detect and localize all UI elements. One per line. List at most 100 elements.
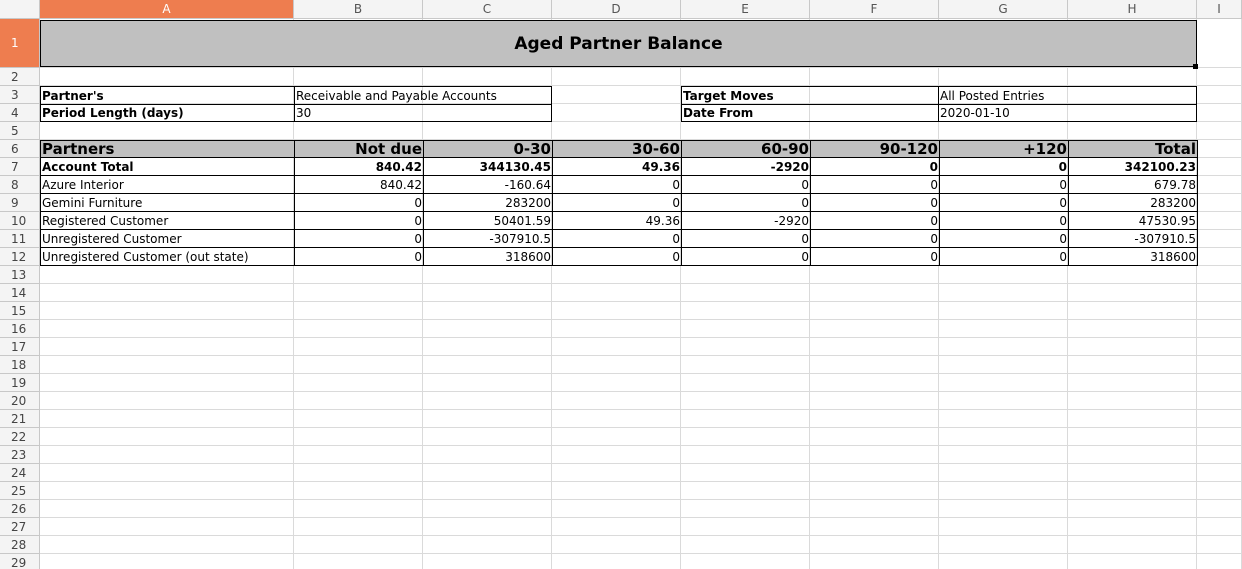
period-label[interactable]: Period Length (days) [40, 104, 295, 122]
column-header-b[interactable]: B [294, 0, 423, 19]
row-header-16[interactable]: 16 [0, 320, 40, 338]
table-row-value[interactable]: 0 [681, 194, 811, 212]
row-header-10[interactable]: 10 [0, 212, 40, 230]
column-header-e[interactable]: E [681, 0, 810, 19]
column-header-f[interactable]: F [810, 0, 939, 19]
row-header-9[interactable]: 9 [0, 194, 40, 212]
row-header-28[interactable]: 28 [0, 536, 40, 554]
column-header-d[interactable]: D [552, 0, 681, 19]
table-row-value[interactable]: 679.78 [1068, 176, 1198, 194]
table-row-value[interactable]: 0 [294, 248, 424, 266]
table-row-value[interactable]: -2920 [681, 212, 811, 230]
row-header-2[interactable]: 2 [0, 68, 40, 86]
table-header-2[interactable]: Not due [294, 140, 424, 158]
table-row-value[interactable]: 318600 [1068, 248, 1198, 266]
table-row-value[interactable]: 47530.95 [1068, 212, 1198, 230]
table-row-value[interactable]: 0 [681, 248, 811, 266]
row-header-15[interactable]: 15 [0, 302, 40, 320]
row-header-18[interactable]: 18 [0, 356, 40, 374]
table-row-value[interactable]: 50401.59 [423, 212, 553, 230]
row-header-23[interactable]: 23 [0, 446, 40, 464]
table-row-value[interactable]: 0 [939, 194, 1069, 212]
table-row-value[interactable]: 0 [552, 194, 682, 212]
table-row-value[interactable]: 0 [294, 194, 424, 212]
row-header-27[interactable]: 27 [0, 518, 40, 536]
row-header-26[interactable]: 26 [0, 500, 40, 518]
partners-label[interactable]: Partner's [40, 86, 295, 105]
row-header-12[interactable]: 12 [0, 248, 40, 266]
table-row-value[interactable]: 0 [939, 212, 1069, 230]
date-from-value[interactable]: 2020-01-10 [938, 104, 1197, 122]
row-header-3[interactable]: 3 [0, 86, 40, 104]
select-all-corner[interactable] [0, 0, 40, 19]
table-row-value[interactable]: 0 [552, 230, 682, 248]
table-row-value[interactable]: 0 [939, 230, 1069, 248]
table-row-value[interactable]: 283200 [1068, 194, 1198, 212]
table-header-3[interactable]: 0-30 [423, 140, 553, 158]
table-row-value[interactable]: -307910.5 [423, 230, 553, 248]
table-row-value[interactable]: 49.36 [552, 158, 682, 176]
table-row-value[interactable]: 0 [681, 176, 811, 194]
column-header-g[interactable]: G [939, 0, 1068, 19]
row-header-14[interactable]: 14 [0, 284, 40, 302]
table-row-value[interactable]: 283200 [423, 194, 553, 212]
table-row-value[interactable]: 0 [810, 230, 940, 248]
row-header-29[interactable]: 29 [0, 554, 40, 569]
table-row-value[interactable]: -307910.5 [1068, 230, 1198, 248]
table-row-partner[interactable]: Unregistered Customer (out state) [40, 248, 295, 266]
table-row-value[interactable]: 840.42 [294, 176, 424, 194]
row-header-22[interactable]: 22 [0, 428, 40, 446]
row-header-21[interactable]: 21 [0, 410, 40, 428]
row-header-7[interactable]: 7 [0, 158, 40, 176]
row-header-24[interactable]: 24 [0, 464, 40, 482]
row-header-17[interactable]: 17 [0, 338, 40, 356]
table-row-value[interactable]: 344130.45 [423, 158, 553, 176]
row-header-20[interactable]: 20 [0, 392, 40, 410]
table-header-4[interactable]: 30-60 [552, 140, 682, 158]
table-row-value[interactable]: -2920 [681, 158, 811, 176]
row-header-25[interactable]: 25 [0, 482, 40, 500]
table-row-value[interactable]: 0 [810, 194, 940, 212]
row-header-11[interactable]: 11 [0, 230, 40, 248]
table-header-6[interactable]: 90-120 [810, 140, 940, 158]
row-header-13[interactable]: 13 [0, 266, 40, 284]
table-row-partner[interactable]: Registered Customer [40, 212, 295, 230]
table-header-7[interactable]: +120 [939, 140, 1069, 158]
table-row-partner[interactable]: Unregistered Customer [40, 230, 295, 248]
row-header-8[interactable]: 8 [0, 176, 40, 194]
table-row-value[interactable]: -160.64 [423, 176, 553, 194]
table-header-8[interactable]: Total [1068, 140, 1198, 158]
row-header-4[interactable]: 4 [0, 104, 40, 122]
table-row-value[interactable]: 0 [810, 158, 940, 176]
partners-value[interactable]: Receivable and Payable Accounts [294, 86, 552, 105]
table-row-value[interactable]: 0 [939, 158, 1069, 176]
table-row-value[interactable]: 0 [552, 176, 682, 194]
table-row-value[interactable]: 318600 [423, 248, 553, 266]
table-row-value[interactable]: 0 [810, 176, 940, 194]
table-row-value[interactable]: 0 [294, 212, 424, 230]
row-header-1[interactable]: 1 [0, 19, 40, 68]
period-value[interactable]: 30 [294, 104, 552, 122]
table-row-partner[interactable]: Account Total [40, 158, 295, 176]
report-title[interactable]: Aged Partner Balance [40, 20, 1197, 67]
date-from-label[interactable]: Date From [681, 104, 939, 122]
table-row-partner[interactable]: Gemini Furniture [40, 194, 295, 212]
row-header-6[interactable]: 6 [0, 140, 40, 158]
column-header-i[interactable]: I [1197, 0, 1242, 19]
row-header-19[interactable]: 19 [0, 374, 40, 392]
table-row-value[interactable]: 49.36 [552, 212, 682, 230]
column-header-c[interactable]: C [423, 0, 552, 19]
table-header-1[interactable]: Partners [40, 140, 295, 158]
table-row-value[interactable]: 0 [810, 248, 940, 266]
row-header-5[interactable]: 5 [0, 122, 40, 140]
target-moves-value[interactable]: All Posted Entries [938, 86, 1197, 105]
table-row-value[interactable]: 0 [294, 230, 424, 248]
table-row-partner[interactable]: Azure Interior [40, 176, 295, 194]
table-row-value[interactable]: 0 [552, 248, 682, 266]
table-row-value[interactable]: 0 [810, 212, 940, 230]
table-row-value[interactable]: 0 [939, 176, 1069, 194]
table-row-value[interactable]: 0 [939, 248, 1069, 266]
table-header-5[interactable]: 60-90 [681, 140, 811, 158]
cell-fill-handle[interactable] [1193, 64, 1198, 69]
